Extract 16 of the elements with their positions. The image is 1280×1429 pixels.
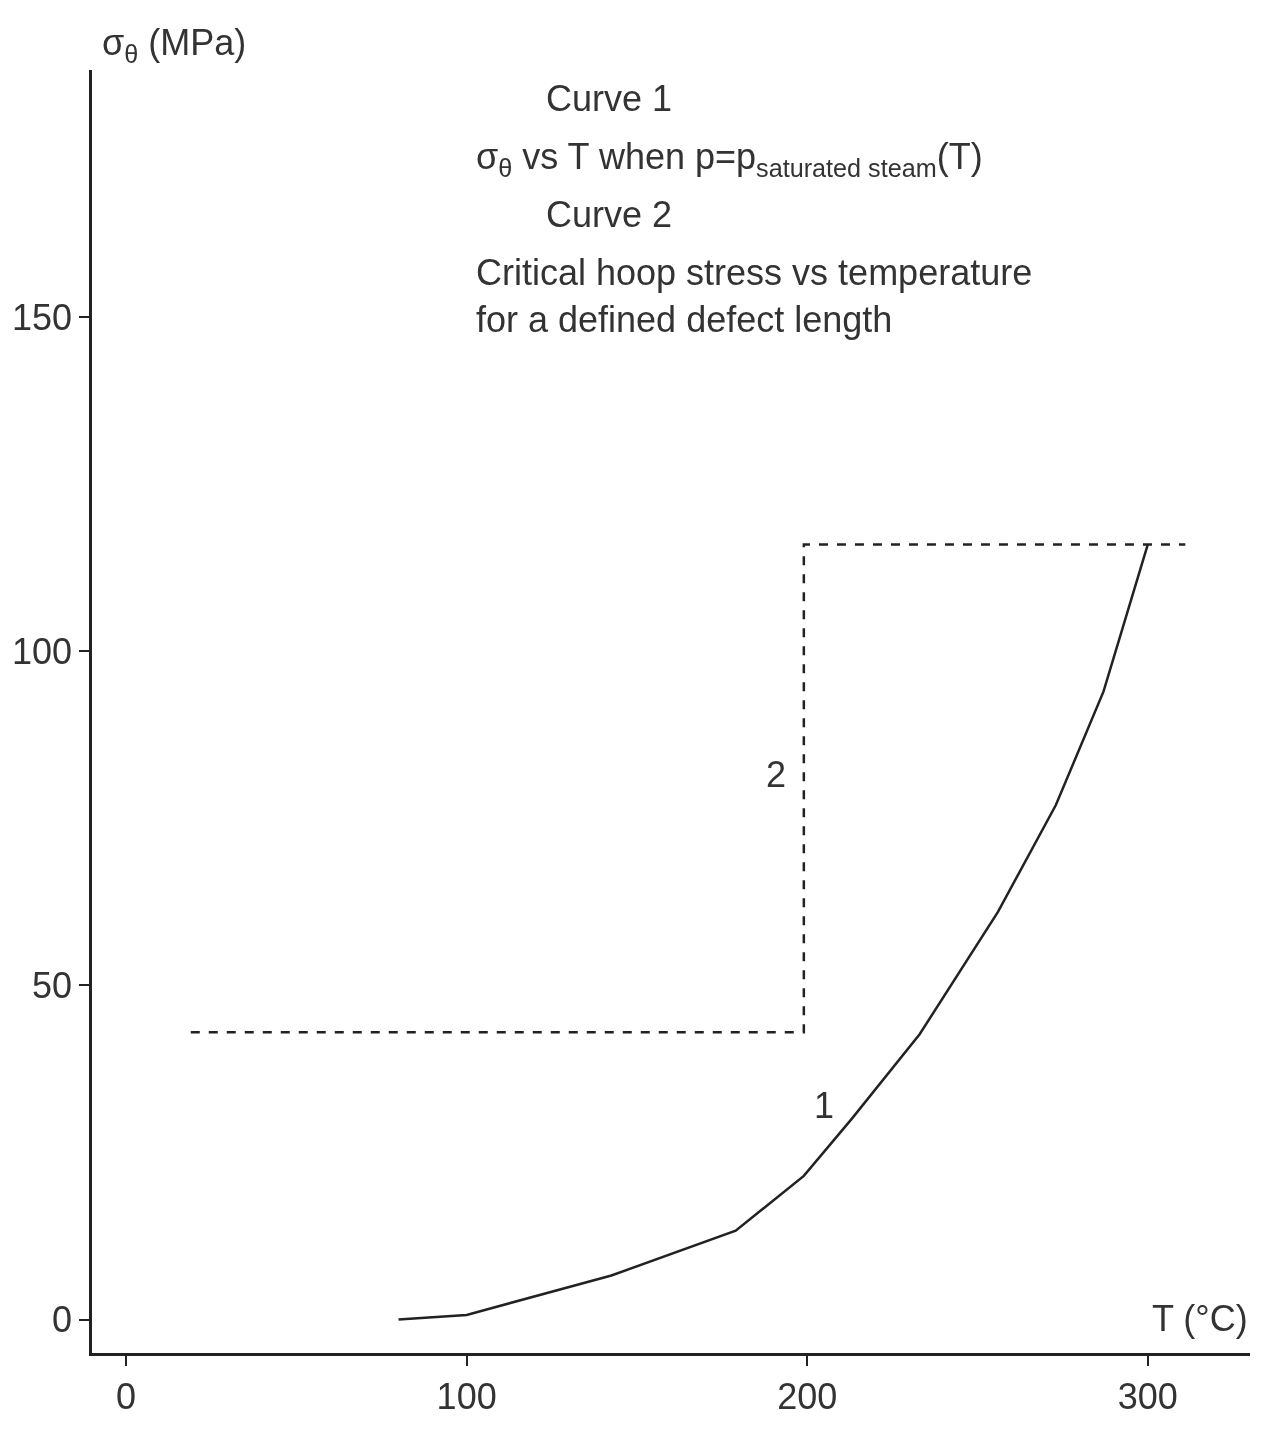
annotation: σ$_{θ}$ vs T when p=p$_{saturated steam}$(T) xyxy=(476,136,983,182)
series-label: 2 xyxy=(766,754,787,795)
y-tick-label: 0 xyxy=(52,1299,73,1341)
x-tick-label: 100 xyxy=(436,1375,497,1417)
series-label: 1 xyxy=(814,1085,835,1126)
x-tick-label: 300 xyxy=(1117,1375,1178,1417)
x-tick-label: 0 xyxy=(116,1375,137,1417)
annotation: Curve 2 xyxy=(546,194,673,235)
y-axis-title: σ$_{θ}$ (MPa) xyxy=(102,22,247,68)
annotation: Curve 1 xyxy=(546,78,673,119)
y-tick-label: 50 xyxy=(32,965,73,1007)
y-tick-label: 150 xyxy=(11,296,73,338)
y-tick-label: 100 xyxy=(11,630,73,672)
x-axis-title: T (°C) xyxy=(1152,1298,1248,1339)
annotation: Critical hoop stress vs temperature for a defined defect length xyxy=(476,252,1033,340)
x-tick-label: 200 xyxy=(777,1375,838,1417)
